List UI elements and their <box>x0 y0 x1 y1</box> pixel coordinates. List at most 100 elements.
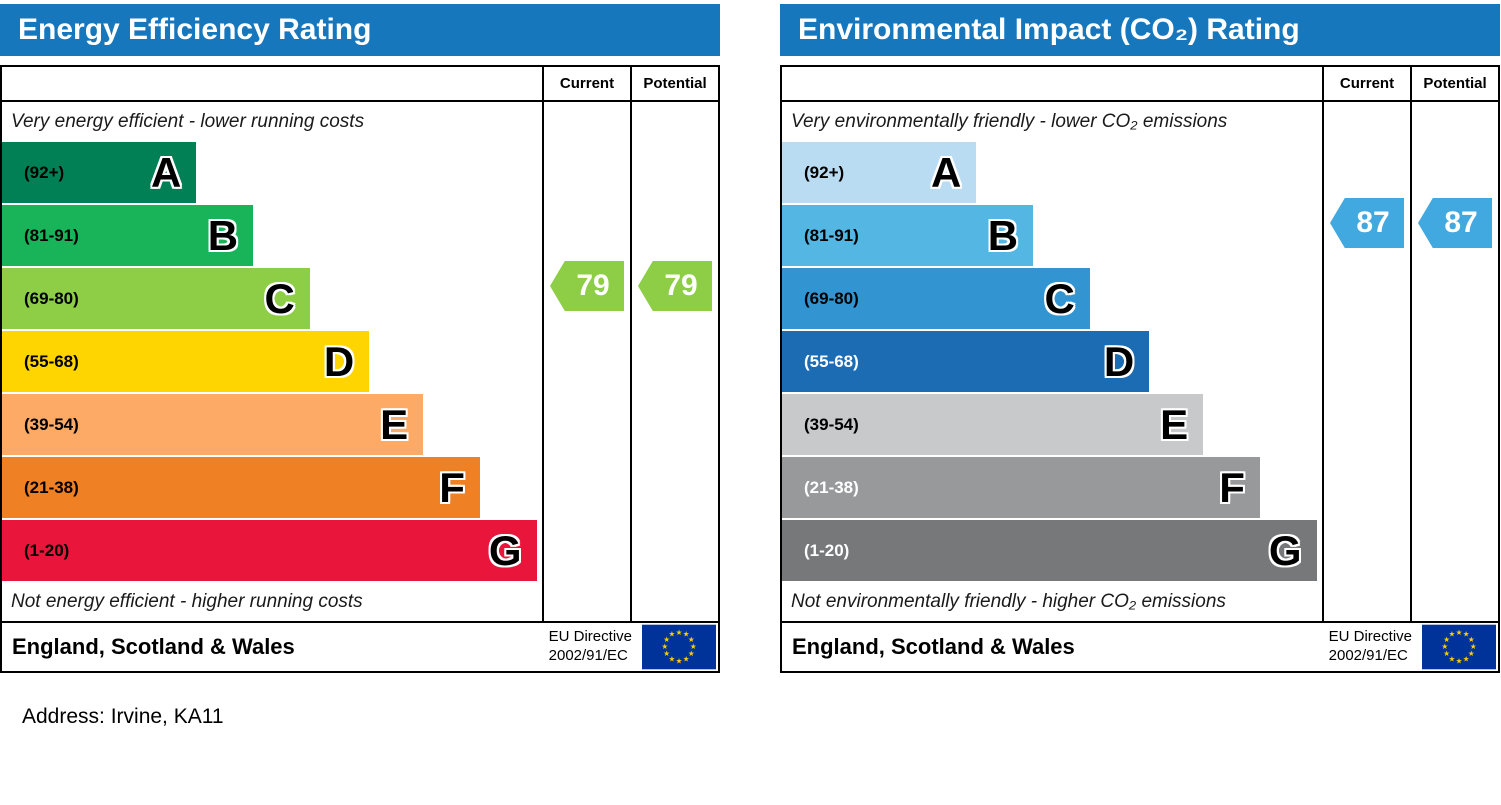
svg-text:★: ★ <box>676 628 683 637</box>
chart-box: Current Potential Very energy efficient … <box>0 65 720 673</box>
current-rating-value: 79 <box>576 269 610 302</box>
svg-text:★: ★ <box>1441 642 1448 651</box>
band-row-a: (92+) A <box>782 142 1322 203</box>
band-row-e: (39-54) E <box>2 394 542 455</box>
band-a: (92+) A <box>2 142 197 203</box>
svg-text:★: ★ <box>1468 649 1475 658</box>
band-row-d: (55-68) D <box>782 331 1322 392</box>
region-label: England, Scotland & Wales <box>12 634 295 659</box>
band-g: (1-20) G <box>782 520 1317 581</box>
band-letter: A <box>931 148 962 196</box>
band-range-label: (55-68) <box>24 351 79 371</box>
current-column: 79 <box>542 102 630 621</box>
band-letter: C <box>1044 274 1075 322</box>
eu-directive-label: EU Directive 2002/91/EC <box>1329 628 1412 666</box>
svg-text:★: ★ <box>688 635 695 644</box>
chart-body: Very energy efficient - lower running co… <box>2 102 718 621</box>
caption-top: Very environmentally friendly - lower CO… <box>791 111 1228 132</box>
band-d: (55-68) D <box>2 331 370 392</box>
band-letter: E <box>380 400 409 448</box>
band-range-label: (92+) <box>24 162 65 182</box>
header-spacer <box>782 67 1322 100</box>
band-row-e: (39-54) E <box>782 394 1322 455</box>
band-row-b: (81-91) B <box>2 205 542 266</box>
band-range-label: (21-38) <box>804 477 859 497</box>
band-range-label: (69-80) <box>804 288 859 308</box>
band-letter: B <box>207 211 239 259</box>
address-label: Address: Irvine, KA11 <box>22 705 224 728</box>
potential-rating-arrow: 79 <box>638 261 712 311</box>
eu-flag-icon: ★ ★ ★ ★ ★ ★ ★ ★ ★ ★ ★ ★ <box>642 624 716 670</box>
band-range-label: (81-91) <box>24 225 79 245</box>
band-e: (39-54) E <box>2 394 424 455</box>
band-c: (69-80) C <box>2 268 310 329</box>
chart-box: Current Potential Very environmentally f… <box>780 65 1500 673</box>
band-f: (21-38) F <box>782 457 1260 518</box>
bands-area: Very environmentally friendly - lower CO… <box>782 102 1322 621</box>
svg-text:★: ★ <box>1456 628 1463 637</box>
environmental-impact-chart: Environmental Impact (CO₂) Rating Curren… <box>780 4 1500 673</box>
band-row-b: (81-91) B <box>782 205 1322 266</box>
current-column-header: Current <box>542 67 630 100</box>
band-letter: G <box>488 526 522 574</box>
band-f: (21-38) F <box>2 457 480 518</box>
band-letter: F <box>1219 463 1245 511</box>
band-b: (81-91) B <box>2 205 254 266</box>
band-row-g: (1-20) G <box>2 520 542 581</box>
chart-title: Energy Efficiency Rating <box>18 13 372 46</box>
band-letter: D <box>323 337 355 385</box>
band-range-label: (1-20) <box>804 540 850 560</box>
column-header-row: Current Potential <box>782 67 1498 102</box>
svg-text:★: ★ <box>1443 649 1450 658</box>
band-b: (81-91) B <box>782 205 1034 266</box>
svg-text:★: ★ <box>690 642 697 651</box>
caption-bottom: Not energy efficient - higher running co… <box>11 591 363 612</box>
chart-footer: England, Scotland & Wales EU Directive 2… <box>2 621 718 671</box>
band-range-label: (92+) <box>804 162 845 182</box>
band-range-label: (81-91) <box>804 225 859 245</box>
band-g: (1-20) G <box>2 520 537 581</box>
potential-column-header: Potential <box>1410 67 1498 100</box>
band-letter: G <box>1268 526 1302 574</box>
potential-rating-arrow: 87 <box>1418 198 1492 248</box>
chart-title-bar: Environmental Impact (CO₂) Rating <box>780 4 1500 56</box>
band-letter: C <box>264 274 295 322</box>
svg-text:★: ★ <box>668 654 675 663</box>
band-row-c: (69-80) C <box>2 268 542 329</box>
svg-text:★: ★ <box>668 630 675 639</box>
epc-charts: Energy Efficiency Rating Current Potenti… <box>0 4 1500 673</box>
chart-title-bar: Energy Efficiency Rating <box>0 4 720 56</box>
band-range-label: (69-80) <box>24 288 79 308</box>
potential-column: 87 <box>1410 102 1498 621</box>
potential-column-header: Potential <box>630 67 718 100</box>
svg-text:★: ★ <box>688 649 695 658</box>
band-d: (55-68) D <box>782 331 1150 392</box>
current-rating-arrow: 87 <box>1330 198 1404 248</box>
energy-efficiency-chart: Energy Efficiency Rating Current Potenti… <box>0 4 720 673</box>
column-header-row: Current Potential <box>2 67 718 102</box>
band-c: (69-80) C <box>782 268 1090 329</box>
eu-directive-line2: 2002/91/EC <box>1328 647 1408 664</box>
caption-top: Very energy efficient - lower running co… <box>11 111 365 132</box>
svg-text:★: ★ <box>1468 635 1475 644</box>
svg-text:★: ★ <box>1448 654 1455 663</box>
eu-directive-label: EU Directive 2002/91/EC <box>549 628 632 666</box>
svg-text:★: ★ <box>683 630 690 639</box>
band-letter: F <box>439 463 465 511</box>
band-range-label: (55-68) <box>804 351 859 371</box>
eu-directive-line1: EU Directive <box>1328 628 1412 646</box>
svg-text:★: ★ <box>1448 630 1455 639</box>
band-row-a: (92+) A <box>2 142 542 203</box>
potential-column: 79 <box>630 102 718 621</box>
band-e: (39-54) E <box>782 394 1204 455</box>
band-range-label: (21-38) <box>24 477 79 497</box>
chart-body: Very environmentally friendly - lower CO… <box>782 102 1498 621</box>
band-row-c: (69-80) C <box>782 268 1322 329</box>
band-letter: E <box>1160 400 1189 448</box>
band-letter: B <box>987 211 1019 259</box>
band-letter: A <box>151 148 182 196</box>
header-spacer <box>2 67 542 100</box>
band-row-f: (21-38) F <box>782 457 1322 518</box>
band-range-label: (39-54) <box>24 414 79 434</box>
band-row-f: (21-38) F <box>2 457 542 518</box>
